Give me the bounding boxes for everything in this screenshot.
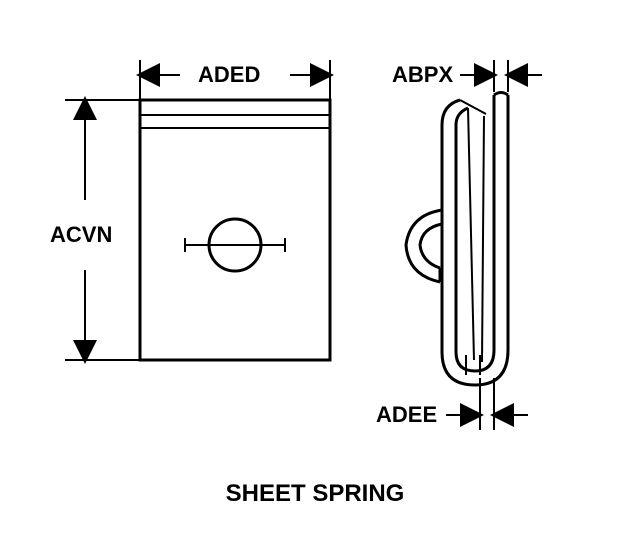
- label-adee: ADEE: [376, 402, 437, 428]
- label-acvn: ACVN: [50, 222, 112, 248]
- front-view: [140, 100, 330, 360]
- dimension-abpx: [460, 60, 542, 92]
- dimension-adee: [446, 378, 528, 430]
- side-view: [406, 93, 508, 386]
- label-abpx: ABPX: [392, 62, 453, 88]
- diagram-title: SHEET SPRING: [0, 480, 630, 508]
- label-aded: ADED: [198, 62, 260, 88]
- technical-diagram: [0, 0, 630, 550]
